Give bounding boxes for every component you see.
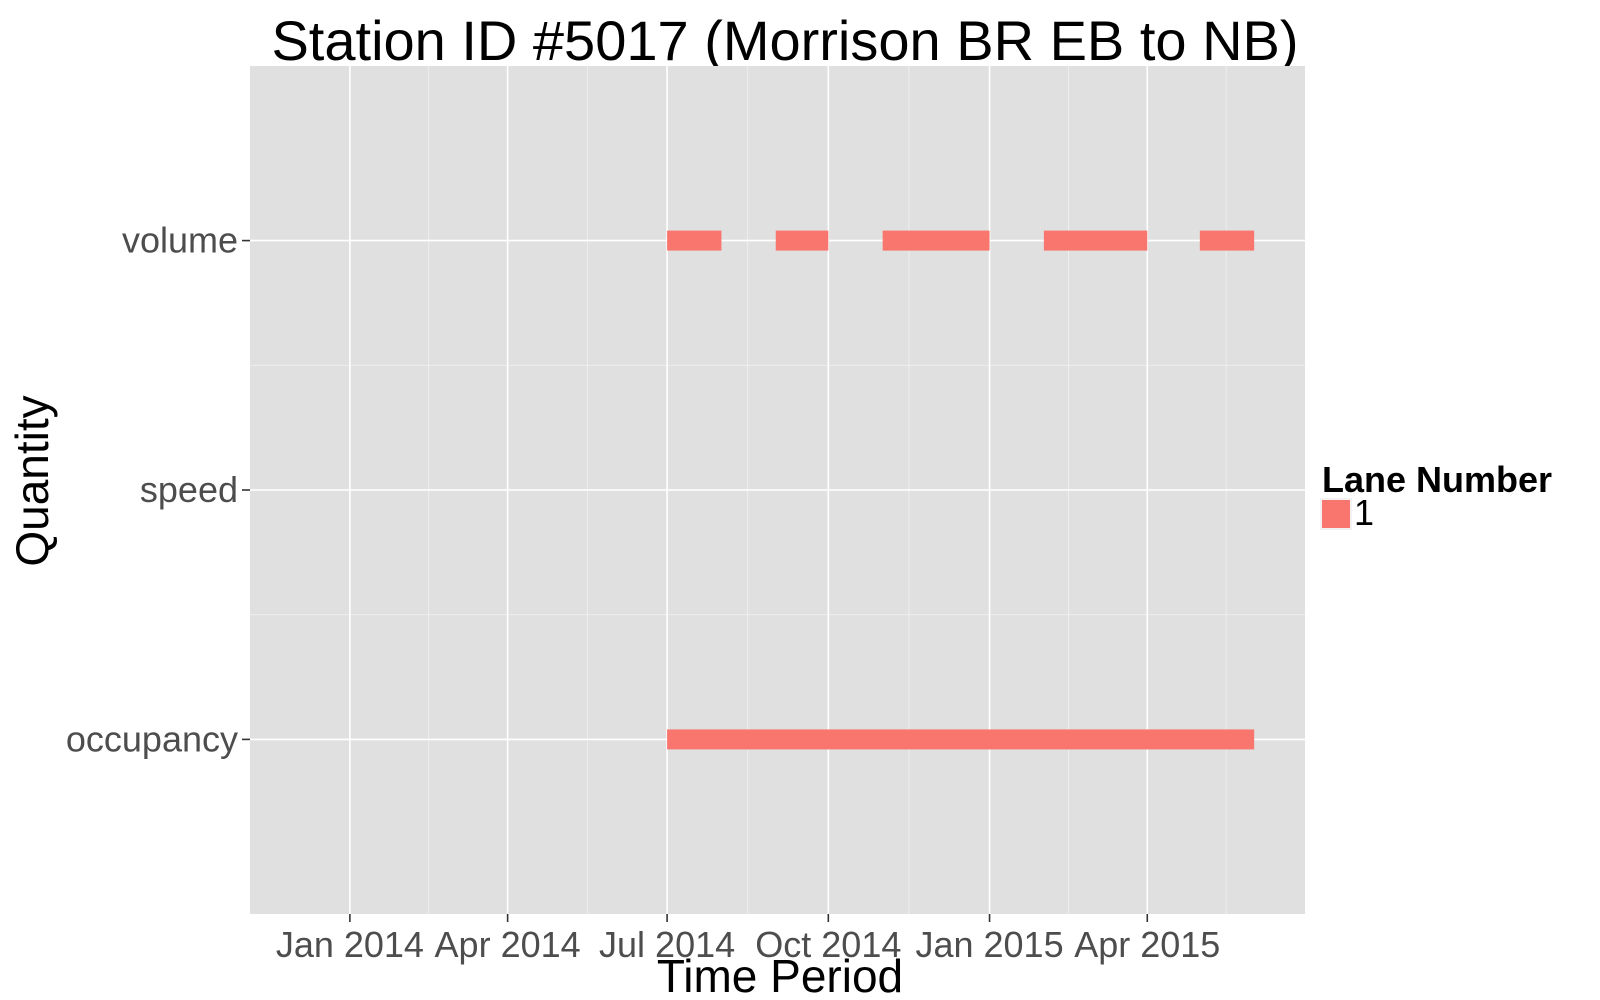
legend: Lane Number 1 (1320, 459, 1552, 533)
legend-key-lane-1 (1322, 500, 1350, 528)
segment-volume (1043, 230, 1148, 251)
legend-label-lane-1: 1 (1354, 492, 1374, 533)
segment-volume (1199, 230, 1255, 251)
x-axis: Jan 2014 Apr 2014 Jul 2014 Oct 2014 Jan 2015… (276, 914, 1220, 965)
segment-volume (775, 230, 829, 251)
x-tick-label: Apr 2014 (435, 924, 581, 965)
y-tick-label: occupancy (66, 718, 238, 759)
segment-volume (667, 230, 722, 251)
y-tick-label: volume (122, 220, 238, 261)
y-axis: occupancy speed volume (66, 220, 250, 759)
chart-title: Station ID #5017 (Morrison BR EB to NB) (271, 9, 1298, 72)
legend-title: Lane Number (1322, 459, 1552, 500)
x-axis-title: Time Period (657, 950, 903, 1000)
x-tick-label: Apr 2015 (1074, 924, 1220, 965)
x-tick-label: Jan 2015 (915, 924, 1063, 965)
segment-occupancy (667, 729, 1255, 750)
data-segments (667, 230, 1255, 750)
y-axis-title: Quantity (6, 395, 58, 566)
segment-volume (882, 230, 990, 251)
x-tick-label: Jul 2014 (599, 924, 735, 965)
x-tick-label: Jan 2014 (276, 924, 424, 965)
y-tick-label: speed (140, 469, 238, 510)
x-tick-label: Oct 2014 (755, 924, 901, 965)
